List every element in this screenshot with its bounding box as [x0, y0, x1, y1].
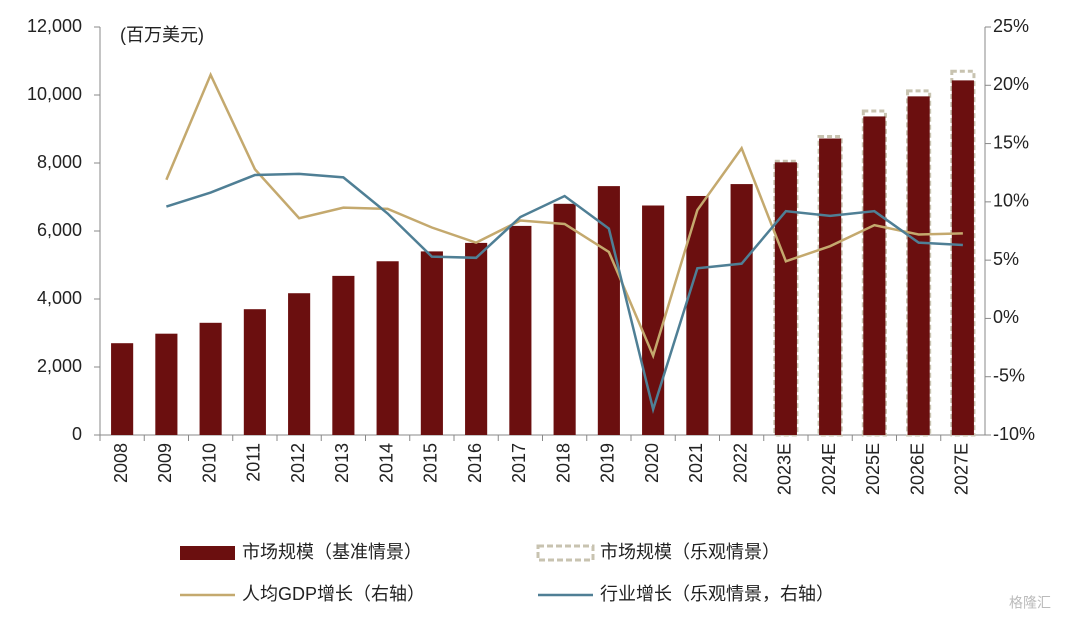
x-tick-label: 2016: [465, 443, 485, 483]
x-tick-label: 2015: [421, 443, 441, 483]
y-tick-label: 12,000: [27, 16, 82, 36]
x-tick-label: 2022: [730, 443, 750, 483]
y2-tick-label: -5%: [993, 365, 1025, 385]
x-tick-label: 2008: [111, 443, 131, 483]
legend-swatch: [536, 544, 595, 562]
y2-tick-label: 10%: [993, 191, 1029, 211]
x-tick-label: 2013: [332, 443, 352, 483]
watermark: 格隆汇: [1009, 595, 1051, 611]
x-tick-label: 2025E: [863, 443, 883, 495]
y-tick-label: 2,000: [37, 356, 82, 376]
y-tick-label: 0: [72, 424, 82, 444]
y2-tick-label: 20%: [993, 74, 1029, 94]
x-tick-label: 2020: [642, 443, 662, 483]
bar: [332, 275, 355, 435]
x-tick-label: 2026E: [907, 443, 927, 495]
y2-tick-label: 0%: [993, 307, 1019, 327]
y2-tick-label: 5%: [993, 249, 1019, 269]
y-tick-label: 10,000: [27, 84, 82, 104]
y-tick-label: 4,000: [37, 288, 82, 308]
x-tick-label: 2019: [598, 443, 618, 483]
x-tick-label: 2014: [376, 443, 396, 483]
bar: [199, 322, 222, 435]
bar: [863, 116, 886, 436]
x-tick-label: 2023E: [775, 443, 795, 495]
line: [165, 71, 963, 360]
bar: [686, 195, 709, 435]
bar: [465, 242, 488, 435]
x-tick-label: 2009: [155, 443, 175, 483]
y-tick-label: 8,000: [37, 152, 82, 172]
legend-swatch: [180, 546, 235, 560]
y-tick-label: 6,000: [37, 220, 82, 240]
bar: [509, 225, 532, 435]
bar: [819, 138, 842, 435]
x-tick-label: 2021: [686, 443, 706, 483]
x-tick-label: 2011: [244, 443, 264, 482]
bar: [907, 96, 930, 436]
bar: [730, 184, 753, 435]
x-tick-label: 2010: [199, 443, 219, 483]
bar: [155, 333, 178, 435]
x-tick-label: 2018: [553, 443, 573, 483]
y2-tick-label: 15%: [993, 132, 1029, 152]
legend-label: 人均GDP增长（右轴）: [242, 584, 425, 604]
bar: [243, 309, 266, 435]
unit-label: (百万美元): [120, 25, 204, 45]
bar: [642, 205, 665, 435]
legend-label: 市场规模（乐观情景）: [600, 542, 780, 562]
bar: [420, 251, 443, 435]
x-tick-label: 2017: [509, 443, 529, 483]
bar: [951, 80, 974, 435]
y2-tick-label: -10%: [993, 424, 1035, 444]
bar: [111, 343, 134, 435]
x-tick-label: 2027E: [952, 443, 972, 495]
line: [165, 172, 963, 415]
x-tick-label: 2012: [288, 443, 308, 483]
bar: [376, 261, 399, 435]
bar: [288, 293, 311, 435]
bar: [774, 162, 797, 435]
legend-label: 市场规模（基准情景）: [242, 542, 422, 562]
x-tick-label: 2024E: [819, 443, 839, 495]
legend-label: 行业增长（乐观情景，右轴）: [600, 584, 834, 604]
y2-tick-label: 25%: [993, 16, 1029, 36]
bar: [553, 203, 576, 435]
